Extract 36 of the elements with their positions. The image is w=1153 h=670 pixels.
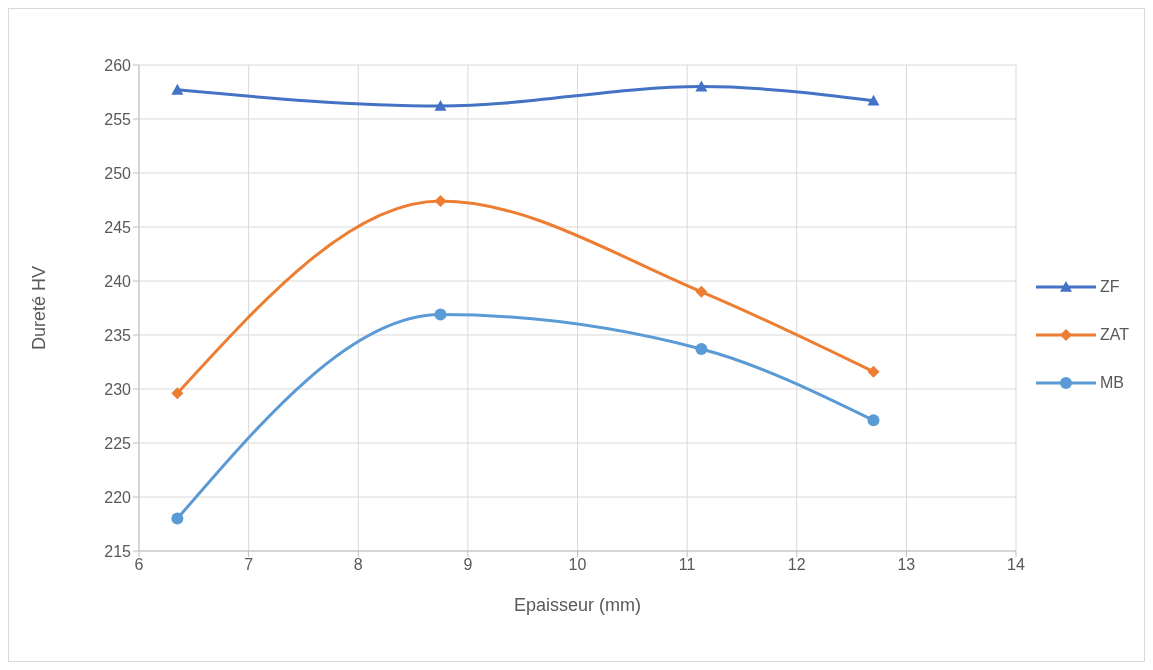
y-tick-label: 245 (104, 218, 132, 236)
x-tick-label: 6 (134, 556, 144, 574)
x-tick-label: 8 (353, 556, 363, 574)
x-tick-label: 10 (568, 556, 587, 574)
y-tick-label: 230 (104, 380, 132, 398)
y-axis-title: Dureté HV (29, 265, 50, 351)
point (695, 343, 708, 356)
y-tick-label: 215 (104, 542, 132, 560)
point (171, 83, 184, 95)
x-tick-label: 9 (463, 556, 473, 574)
y-tick-label: 240 (104, 272, 132, 290)
point (695, 285, 708, 298)
x-tick-label: 12 (787, 556, 806, 574)
x-tick-label: 7 (244, 556, 254, 574)
legend-label: ZF (1100, 278, 1120, 296)
x-tick-label: 11 (678, 556, 696, 574)
point (171, 387, 184, 400)
point (867, 365, 880, 378)
y-tick-label: 225 (104, 434, 132, 452)
point (434, 308, 447, 321)
legend-label: MB (1100, 374, 1124, 392)
point (695, 80, 708, 92)
y-tick-label: 220 (104, 488, 132, 506)
point (867, 94, 880, 106)
x-tick-label: 14 (1007, 556, 1025, 574)
point (867, 414, 880, 427)
x-axis-title: Epaisseur (mm) (513, 595, 642, 615)
point (434, 100, 447, 111)
x-tick-label: 13 (897, 556, 916, 574)
y-tick-label: 235 (104, 326, 132, 344)
point (434, 195, 447, 208)
y-tick-label: 260 (104, 56, 132, 74)
point (171, 512, 184, 525)
legend-label: ZAT (1100, 326, 1130, 344)
y-tick-label: 255 (104, 110, 132, 128)
y-tick-label: 250 (104, 164, 132, 182)
